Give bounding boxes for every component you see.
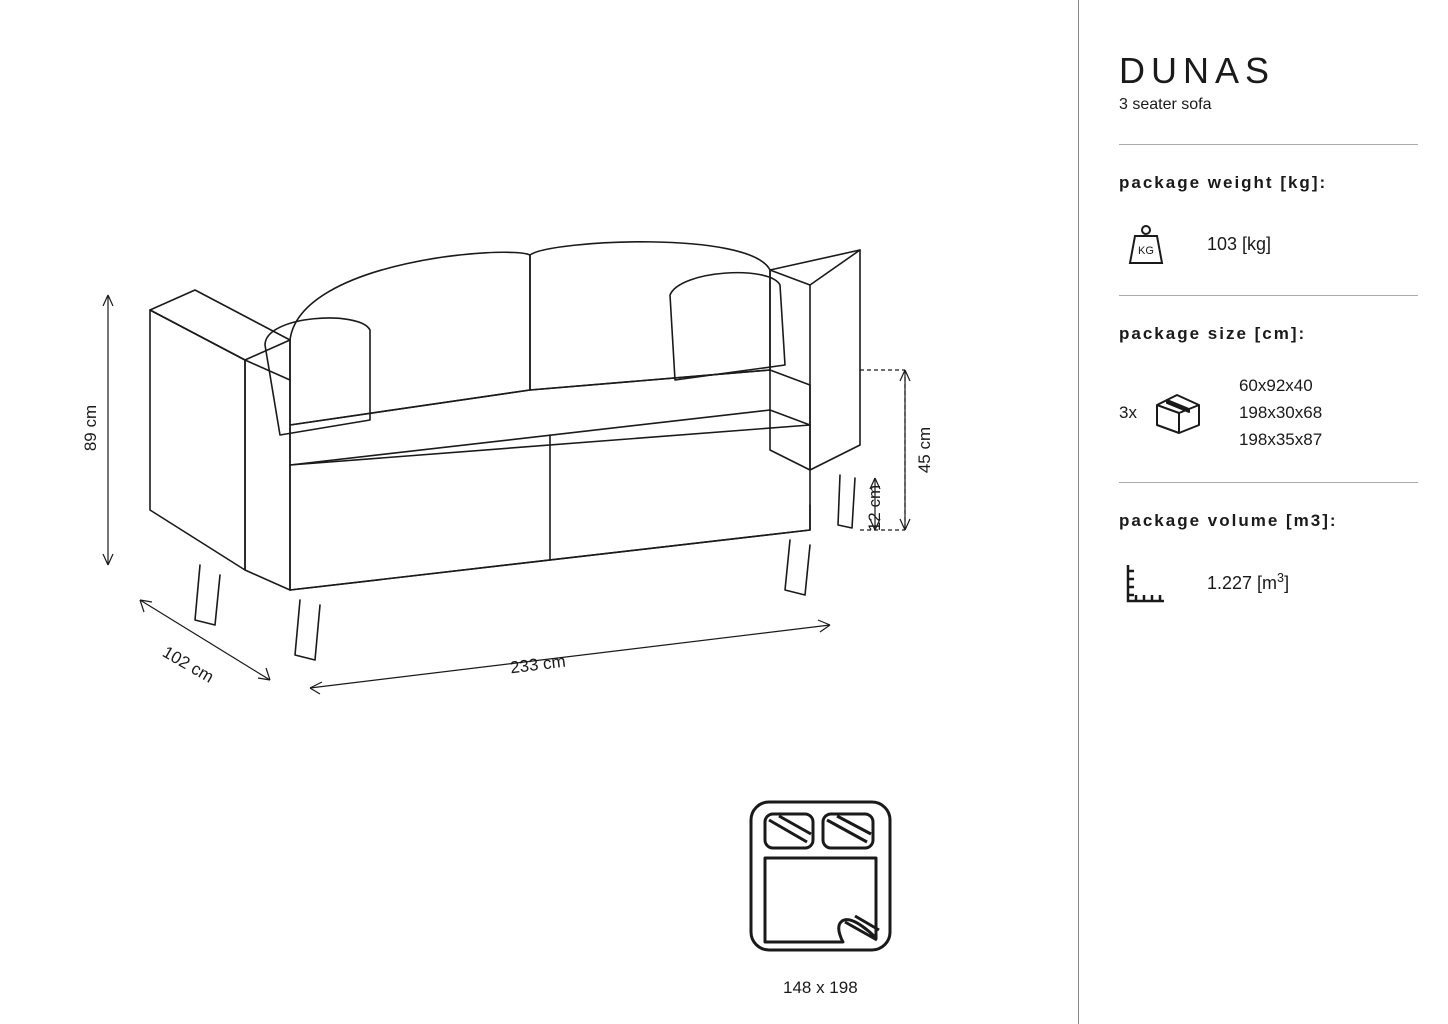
size-1: 60x92x40 [1239, 372, 1322, 399]
weight-icon: KG [1119, 221, 1173, 267]
package-count: 3x [1119, 403, 1137, 423]
svg-text:KG: KG [1138, 245, 1154, 257]
size-values: 60x92x40 198x30x68 198x35x87 [1239, 372, 1322, 454]
size-label: package size [cm]: [1119, 324, 1418, 344]
volume-label: package volume [m3]: [1119, 511, 1418, 531]
bed-icon: 148 x 198 [743, 794, 898, 974]
weight-section: package weight [kg]: KG 103 [kg] [1119, 144, 1418, 295]
size-2: 198x30x68 [1239, 399, 1322, 426]
weight-label: package weight [kg]: [1119, 173, 1418, 193]
dim-leg: 12 cm [865, 485, 885, 531]
ruler-icon [1119, 559, 1173, 607]
size-section: package size [cm]: 3x 60x92x40 [1119, 295, 1418, 482]
dim-seat: 45 cm [915, 427, 935, 473]
box-icon [1151, 391, 1205, 435]
product-name: DUNAS [1119, 50, 1418, 92]
size-3: 198x35x87 [1239, 426, 1322, 453]
weight-value: 103 [kg] [1207, 234, 1271, 255]
dim-height: 89 cm [81, 405, 101, 451]
dim-bed: 148 x 198 [783, 978, 858, 998]
sofa-drawing [90, 200, 950, 700]
diagram-area: 89 cm 102 cm 233 cm 45 cm 12 cm [0, 0, 1078, 1024]
volume-section: package volume [m3]: [1119, 482, 1418, 635]
volume-value: 1.227 [m3] [1207, 571, 1289, 594]
info-panel: DUNAS 3 seater sofa package weight [kg]:… [1078, 0, 1448, 1024]
product-type: 3 seater sofa [1119, 96, 1418, 114]
